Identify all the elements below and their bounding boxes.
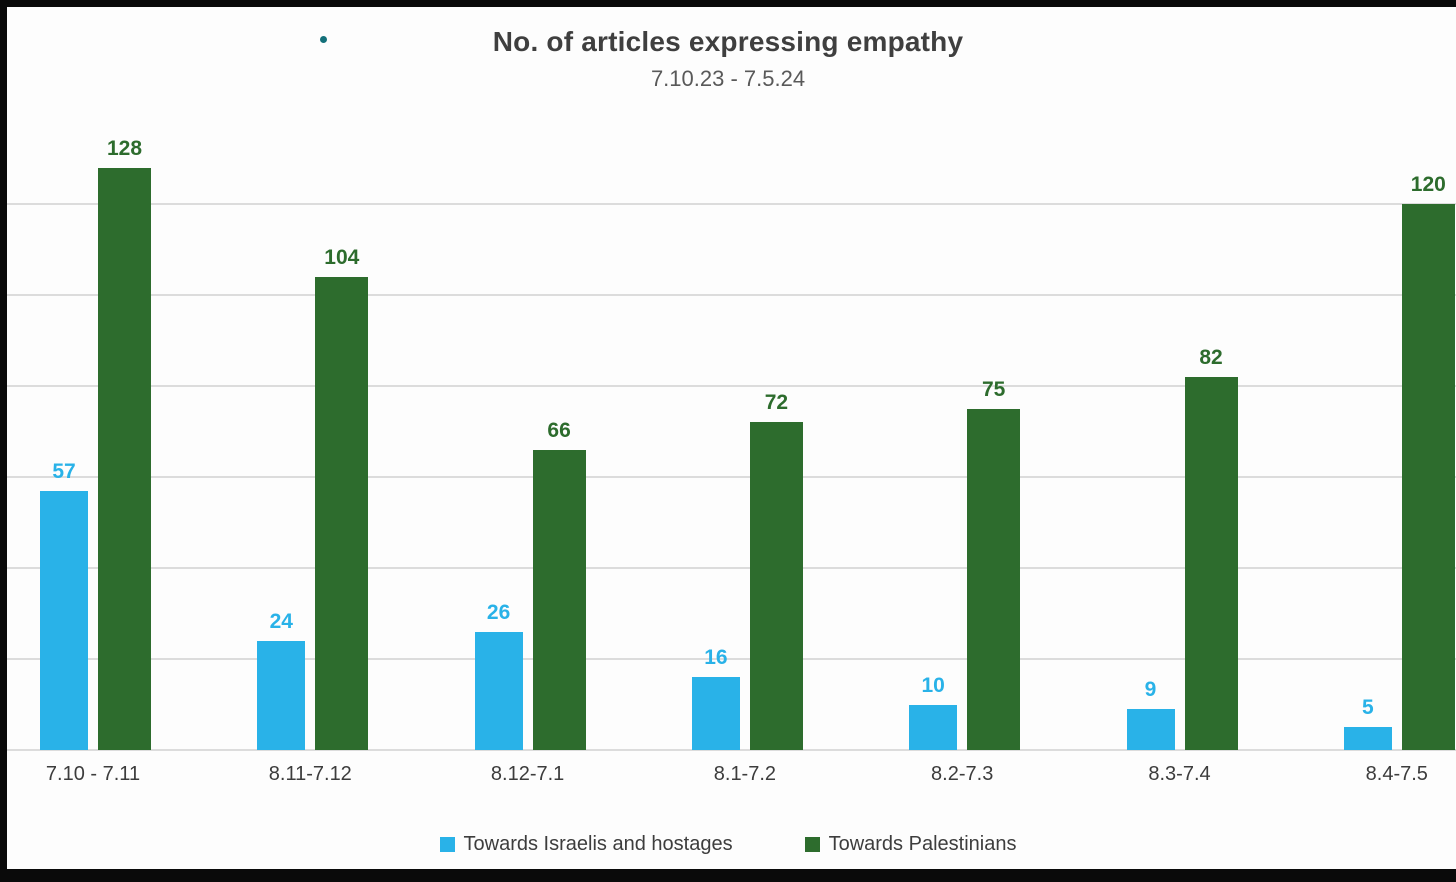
bar-palestinians [1184, 376, 1238, 750]
bar-value-label: 10 [921, 673, 945, 697]
chart-title: No. of articles expressing empathy [492, 26, 964, 57]
legend-swatch-israelis [439, 837, 455, 852]
gridline [0, 476, 1456, 478]
frame-top-border [0, 0, 1456, 7]
bar-value-label: 66 [547, 418, 571, 442]
bar-value-label: 57 [52, 459, 76, 483]
x-axis-label: 8.12-7.1 [490, 763, 565, 785]
bar-israelis [1126, 709, 1175, 750]
bar-israelis [1343, 727, 1392, 750]
x-axis-label: 8.4-7.5 [1365, 763, 1428, 785]
gridline [0, 658, 1456, 660]
bar-palestinians [1401, 204, 1455, 750]
bar-value-label: 75 [982, 377, 1006, 401]
bar-value-label: 16 [704, 646, 728, 670]
legend-label-israelis: Towards Israelis and hostages [463, 833, 733, 855]
bar-value-label: 120 [1410, 173, 1446, 196]
bar-palestinians [532, 449, 586, 750]
bar-value-label: 24 [269, 609, 293, 633]
legend-item-palestinians: Towards Palestinians [804, 833, 1017, 856]
bar-value-label: 5 [1361, 696, 1374, 720]
frame-bottom-border [0, 869, 1456, 882]
bar-value-label: 128 [106, 136, 143, 160]
bar-israelis [691, 677, 740, 750]
x-axis-label: 8.2-7.3 [931, 763, 994, 785]
bar-palestinians [315, 276, 369, 750]
legend: Towards Israelis and hostages Towards Pa… [0, 833, 1456, 856]
x-axis-label: 8.1-7.2 [713, 763, 777, 785]
frame-left-border [0, 0, 7, 882]
gridline [0, 567, 1456, 569]
legend-swatch-palestinians [804, 837, 820, 852]
x-axis-label: 8.11-7.12 [268, 763, 352, 785]
legend-label-palestinians: Towards Palestinians [828, 833, 1017, 855]
bar-palestinians [98, 167, 151, 750]
bar-israelis [257, 640, 306, 750]
bar-palestinians [967, 408, 1021, 750]
bar-value-label: 26 [486, 600, 511, 624]
gridline [0, 749, 1456, 751]
bar-israelis [474, 631, 523, 750]
bar-israelis [909, 704, 958, 750]
bar-value-label: 104 [324, 245, 360, 269]
bar-value-label: 9 [1144, 678, 1157, 702]
chart-subtitle: 7.10.23 - 7.5.24 [650, 66, 806, 91]
bar-value-label: 82 [1199, 345, 1223, 369]
gridline [0, 203, 1456, 205]
bar-israelis [40, 490, 88, 750]
x-axis-label: 8.3-7.4 [1148, 763, 1211, 785]
bullet-dot-icon [320, 36, 327, 43]
bar-palestinians [749, 422, 803, 750]
x-axis-label: 7.10 - 7.11 [45, 763, 141, 785]
bar-value-label: 72 [764, 391, 789, 415]
gridline [0, 294, 1456, 296]
legend-item-israelis: Towards Israelis and hostages [439, 833, 733, 856]
gridline [0, 385, 1456, 387]
